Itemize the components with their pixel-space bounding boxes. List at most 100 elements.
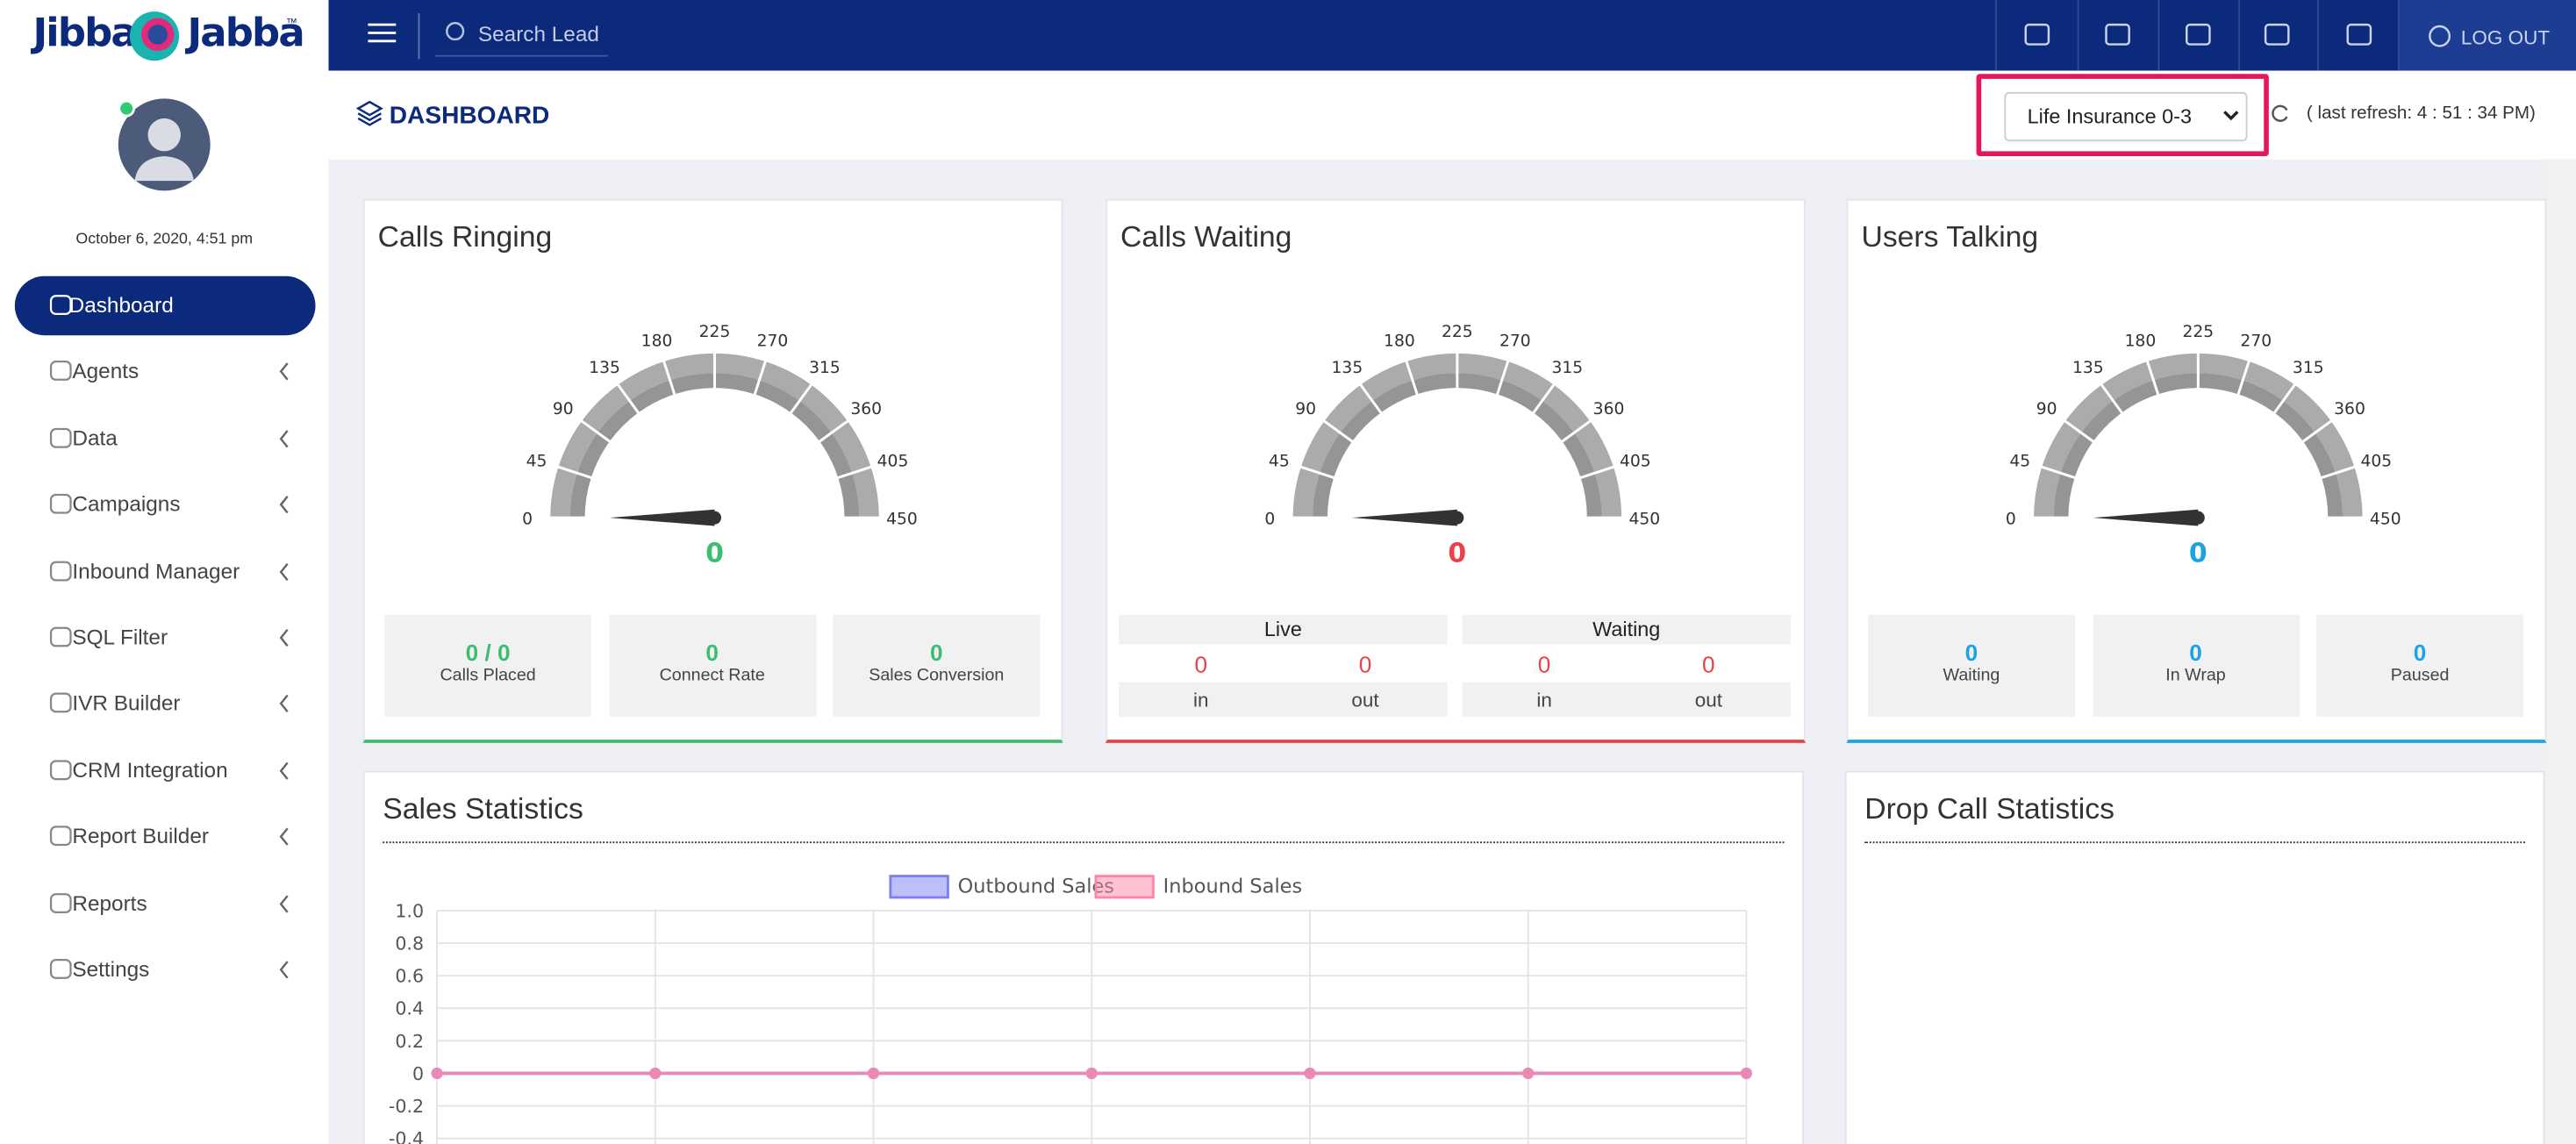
chevron bbox=[279, 363, 289, 382]
chevron bbox=[279, 429, 289, 447]
menu-item[interactable]: CRM Integration bbox=[15, 741, 316, 800]
layers-icon bbox=[355, 100, 383, 126]
gauge-tick-label: 225 bbox=[2182, 323, 2214, 341]
menu-item[interactable]: Dashboard bbox=[14, 275, 316, 336]
data-point bbox=[1740, 1067, 1752, 1079]
gauge-tick bbox=[2319, 465, 2357, 480]
power-icon[interactable] bbox=[2429, 25, 2451, 47]
card-title: Calls Ringing bbox=[377, 220, 553, 254]
gauge-tick bbox=[1495, 359, 1510, 397]
gauge-tick-label: 405 bbox=[877, 453, 909, 471]
menu-icon bbox=[49, 494, 72, 515]
menu-item[interactable]: Inbound Manager bbox=[15, 542, 316, 601]
gauge-band-inner bbox=[2053, 473, 2075, 518]
gauge-band-outer bbox=[618, 361, 670, 401]
gauge-tick-label: 45 bbox=[2009, 453, 2030, 471]
gauge-band-inner bbox=[755, 380, 800, 413]
gauge-band-inner bbox=[838, 473, 860, 518]
gauge-tick-label: 405 bbox=[2360, 453, 2392, 471]
icon-shape bbox=[49, 560, 72, 581]
menu-item[interactable]: Data bbox=[15, 409, 316, 468]
chevron bbox=[279, 761, 289, 780]
gauge-tick bbox=[1321, 418, 1355, 444]
card-title: Drop Call Statistics bbox=[1864, 792, 2114, 826]
stat-box: 0 / 0 Calls Placed bbox=[384, 614, 592, 717]
gauge-tick-label: 315 bbox=[1551, 359, 1583, 377]
gauge-tick bbox=[556, 465, 594, 480]
toolbar-icon[interactable] bbox=[2186, 23, 2211, 46]
chevron bbox=[279, 894, 289, 912]
y-tick-label: 0.8 bbox=[395, 933, 424, 955]
gauge-tick bbox=[579, 418, 612, 444]
stat-value: 0 bbox=[2413, 639, 2427, 666]
data-point bbox=[867, 1067, 880, 1079]
group-value: 0 bbox=[1537, 650, 1551, 677]
gauge-tick bbox=[817, 418, 850, 444]
refresh-icon[interactable] bbox=[2271, 102, 2290, 125]
legend-swatch bbox=[1094, 875, 1155, 899]
toolbar-icon[interactable] bbox=[2264, 23, 2290, 46]
top-bar bbox=[328, 0, 2576, 71]
menu-item[interactable]: Agents bbox=[15, 342, 316, 401]
menu-icon bbox=[49, 892, 72, 913]
logout-area[interactable] bbox=[2398, 0, 2576, 71]
logo-right: Jabba bbox=[187, 10, 304, 56]
gauge-band-outer bbox=[759, 361, 812, 401]
toolbar-icon[interactable] bbox=[2105, 23, 2130, 46]
icon-shape bbox=[49, 826, 72, 847]
menu-item[interactable]: SQL Filter bbox=[15, 608, 316, 667]
gauge-needle bbox=[2093, 509, 2199, 526]
group-label: in bbox=[1536, 689, 1552, 712]
gauge-tick-label: 0 bbox=[1264, 511, 1275, 529]
gauge: 0 45 90 135 180 225 270 315 360 405 450 0 bbox=[1264, 323, 1660, 569]
date-time: October 6, 2020, 4:51 pm bbox=[75, 230, 254, 248]
data-point bbox=[1304, 1067, 1316, 1079]
stat-box: 0 Waiting bbox=[1867, 614, 2075, 717]
card-title: Sales Statistics bbox=[383, 792, 583, 826]
stat-box: 0 Connect Rate bbox=[608, 614, 816, 717]
gauge-tick bbox=[662, 359, 676, 397]
menu-item[interactable]: Campaigns bbox=[15, 475, 316, 534]
campaign-select[interactable]: Life Insurance 0-3 bbox=[2004, 91, 2248, 142]
gauge-tick-label: 315 bbox=[809, 359, 841, 377]
gauge-band-inner bbox=[1533, 400, 1575, 442]
menu-item[interactable]: Reports bbox=[15, 874, 316, 933]
gauge-band-inner bbox=[669, 373, 715, 395]
gauge-card: Calls Waiting 0 45 90 135 180 225 270 315 360 405 4… bbox=[1106, 198, 1806, 743]
gauge-tick-label: 270 bbox=[1499, 332, 1531, 351]
icon-shape bbox=[49, 693, 72, 714]
gauge-band-outer bbox=[2283, 384, 2331, 433]
group-value: 0 bbox=[1702, 650, 1715, 677]
gauge-band-inner bbox=[1320, 433, 1353, 478]
toolbar-icon[interactable] bbox=[2024, 23, 2050, 46]
gauge-tick-label: 360 bbox=[850, 400, 882, 418]
gauge-band-inner bbox=[1340, 400, 1381, 442]
chevron-shape bbox=[279, 827, 289, 847]
menu-item[interactable]: IVR Builder bbox=[15, 675, 316, 733]
y-tick-label: 1.0 bbox=[395, 900, 424, 921]
menu-item[interactable]: Settings bbox=[15, 940, 316, 999]
gauge-tick bbox=[1578, 465, 1616, 480]
stat-label: Waiting bbox=[1943, 665, 2000, 686]
gauge-needle bbox=[1352, 509, 1457, 526]
gauge-band-inner bbox=[2303, 433, 2336, 478]
card-title: Calls Waiting bbox=[1120, 220, 1292, 254]
gauge-band-outer bbox=[831, 421, 871, 474]
y-tick-label: -0.4 bbox=[389, 1128, 424, 1144]
gauge-band-inner bbox=[1456, 373, 1502, 395]
gauge-tick bbox=[2063, 418, 2096, 444]
toolbar-icon[interactable] bbox=[2346, 23, 2372, 46]
gauge-tick bbox=[2145, 359, 2160, 397]
search-input[interactable]: Search Lead bbox=[477, 21, 599, 46]
chevron-shape bbox=[279, 429, 289, 447]
menu-item[interactable]: Report Builder bbox=[15, 807, 316, 866]
gauge-tick bbox=[1404, 359, 1420, 397]
logout-button[interactable]: LOG OUT bbox=[2460, 25, 2551, 50]
gauge-band-inner bbox=[1562, 433, 1595, 478]
avatar-head bbox=[147, 118, 181, 152]
gauge-tick-label: 0 bbox=[522, 511, 533, 529]
gauge-value: 0 bbox=[705, 539, 724, 569]
stat-value: 0 bbox=[1964, 639, 1979, 666]
gauge-band-inner bbox=[791, 400, 832, 442]
gauge-band-outer bbox=[2042, 421, 2082, 474]
